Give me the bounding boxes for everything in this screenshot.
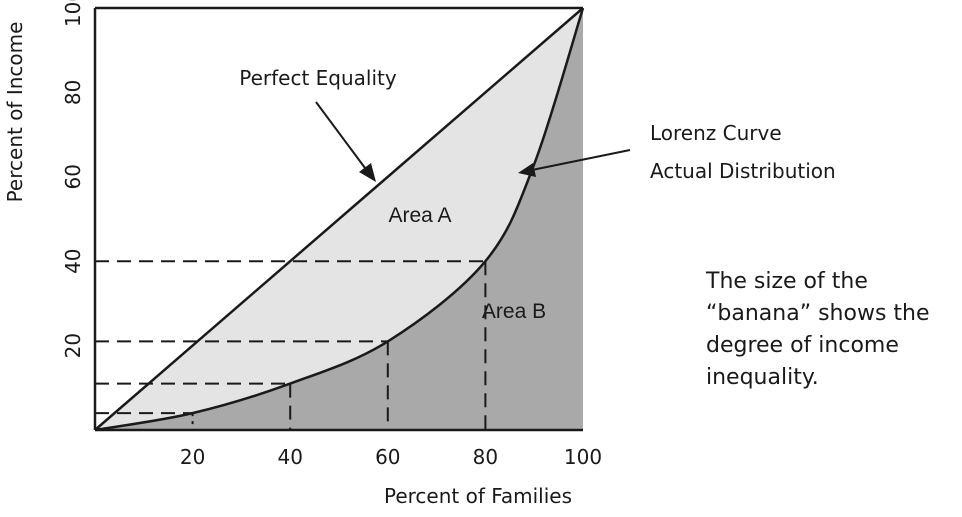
perfect-equality-arrow-head [359, 163, 376, 182]
x-tick-label: 60 [375, 445, 400, 469]
y-tick-label: 20 [61, 333, 85, 358]
x-tick-label: 40 [277, 445, 302, 469]
perfect-equality-annotation: Perfect Equality [239, 66, 397, 182]
x-tick-label: 100 [564, 445, 602, 469]
perfect-equality-arrow-shaft [315, 101, 369, 173]
y-tick-label: 40 [61, 248, 85, 273]
lorenz-annotation: Lorenz Curve Actual Distribution [518, 121, 836, 183]
x-tick-label: 20 [180, 445, 205, 469]
lorenz-label-line1: Lorenz Curve [650, 121, 782, 145]
guide-lines [95, 260, 487, 430]
perfect-equality-label: Perfect Equality [239, 66, 397, 90]
y-tick-label: 100 [61, 0, 85, 27]
area-a-label: Area A [388, 204, 451, 227]
area-b-region [95, 8, 583, 430]
y-tick-label: 80 [61, 80, 85, 105]
area-b-label: Area B [482, 300, 546, 323]
tick-labels: 20 40 60 80 100 20 40 60 80 100 [61, 0, 602, 469]
perfect-equality-line [94, 7, 584, 431]
note-line-4: inequality. [706, 365, 819, 390]
note-line-3: degree of income [706, 333, 899, 358]
explanation-note: The size of the “banana” shows the degre… [706, 266, 956, 394]
y-tick-label: 60 [61, 164, 85, 189]
lorenz-arrow-shaft [531, 149, 631, 171]
note-line-2: “banana” shows the [706, 301, 930, 326]
plot-frame [93, 6, 583, 432]
lorenz-arrow-head [518, 163, 536, 177]
y-axis-title: Percent of Income [3, 22, 27, 203]
note-line-1: The size of the [706, 269, 868, 294]
lorenz-label-line2: Actual Distribution [650, 159, 836, 183]
x-axis-title: Percent of Families [384, 484, 572, 508]
lorenz-curve [94, 7, 585, 432]
chart-lines [94, 7, 585, 432]
x-tick-label: 80 [473, 445, 498, 469]
